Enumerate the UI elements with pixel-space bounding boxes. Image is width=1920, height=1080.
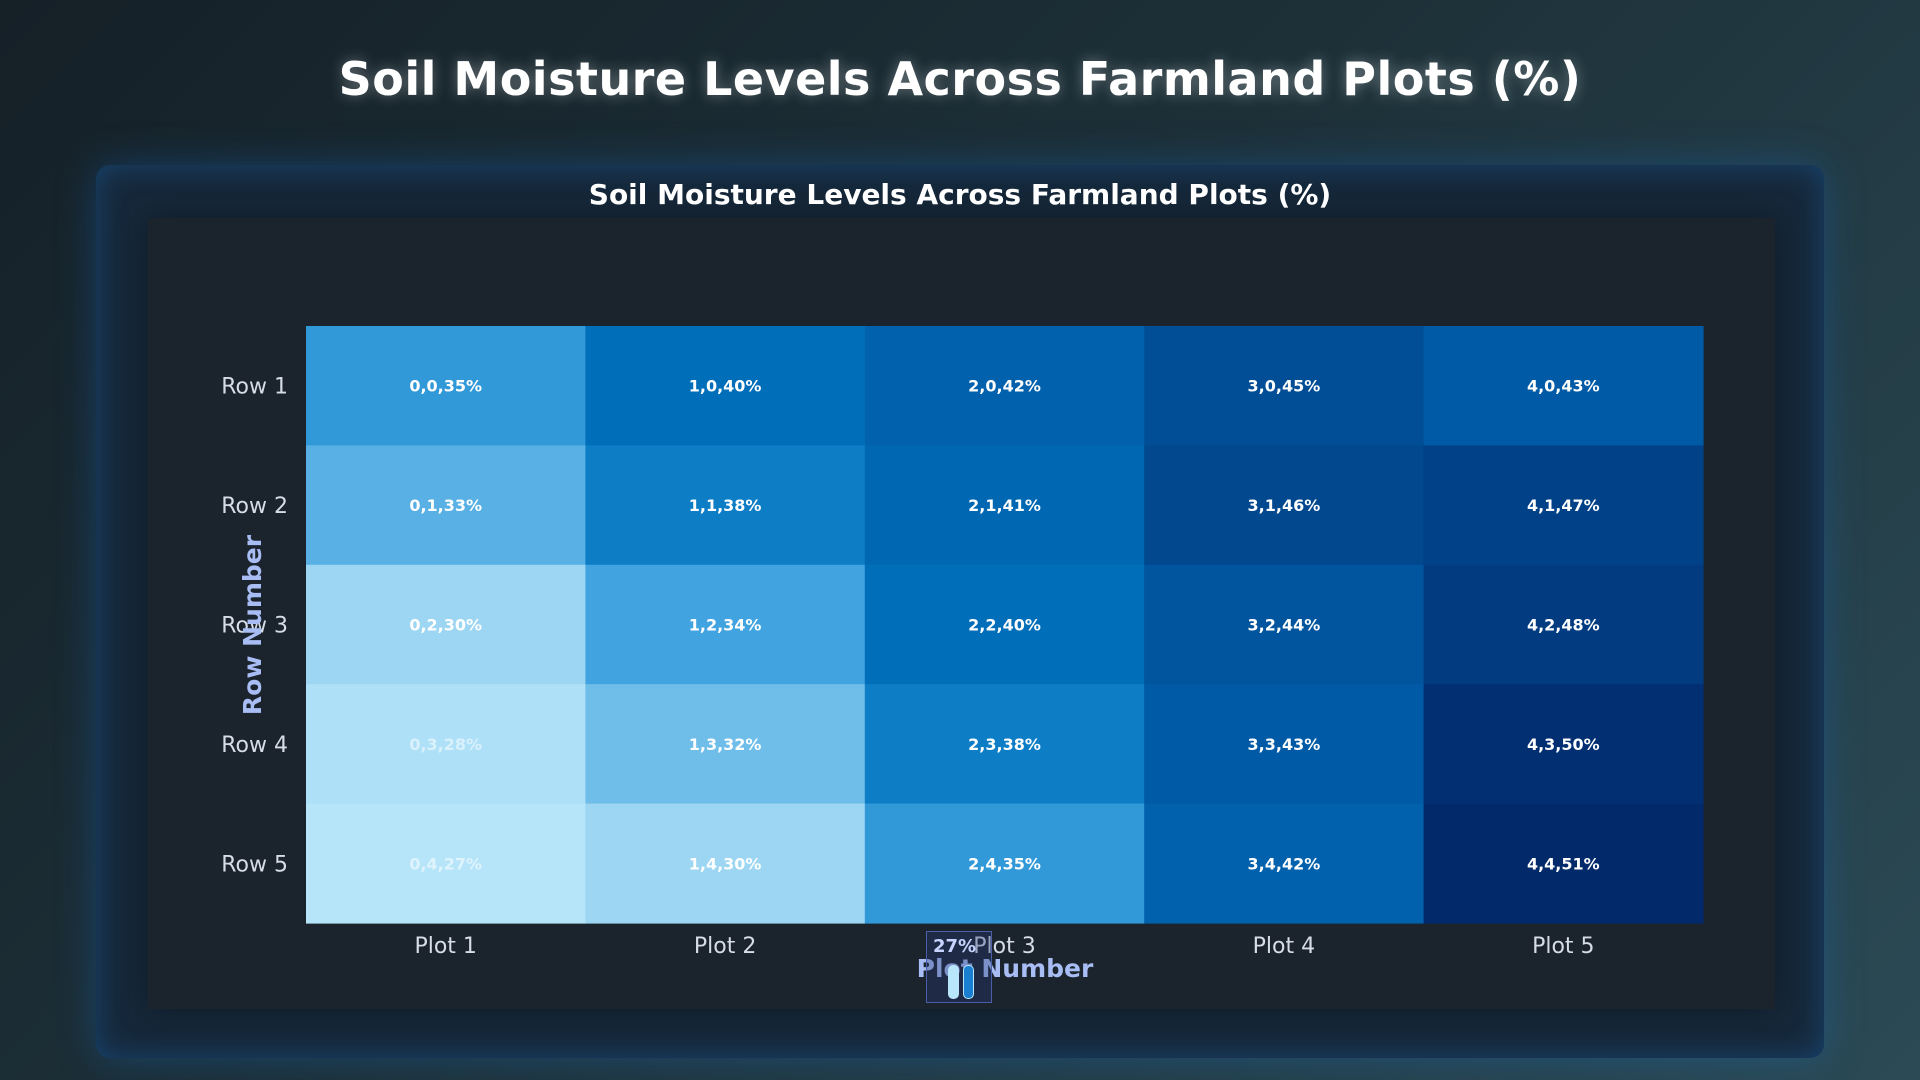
cell-label: 1,0,40% <box>689 377 762 396</box>
heatmap-cell <box>306 445 586 566</box>
y-axis-title: Row Number <box>238 534 267 715</box>
page-title: Soil Moisture Levels Across Farmland Plo… <box>338 52 1582 106</box>
heatmap-cell <box>864 684 1145 805</box>
cell-label: 2,2,40% <box>968 616 1041 635</box>
cell-label: 0,3,28% <box>409 735 482 754</box>
cell-label: 3,1,46% <box>1248 496 1321 515</box>
cell-label: 0,0,35% <box>409 377 482 396</box>
cell-label: 2,3,38% <box>968 735 1041 754</box>
legend-swatch-low <box>948 965 959 999</box>
heatmap-cell <box>1144 564 1425 685</box>
heatmap-cell <box>864 564 1145 685</box>
x-tick-label: Plot 1 <box>414 934 476 959</box>
heatmap-cell <box>1144 684 1425 805</box>
heatmap-cell <box>1423 445 1704 566</box>
heatmap-cell <box>864 326 1145 446</box>
y-tick-label: Row 3 <box>221 614 288 639</box>
heatmap-cell <box>585 684 866 805</box>
cell-label: 4,3,50% <box>1527 735 1600 754</box>
x-tick-label: Plot 2 <box>694 934 756 959</box>
heatmap-cell <box>585 326 866 446</box>
heatmap-cell <box>1423 326 1704 446</box>
cell-label: 0,4,27% <box>409 854 482 873</box>
x-axis-title: Plot Number <box>917 954 1094 983</box>
heatmap-cell <box>1423 684 1704 805</box>
heatmap-cell <box>1144 326 1425 446</box>
cell-label: 2,0,42% <box>968 377 1041 396</box>
heatmap-cell <box>585 564 866 685</box>
x-tick-label: Plot 4 <box>1253 934 1315 959</box>
x-tick-label: Plot 3 <box>973 934 1035 959</box>
legend-swatch-high <box>963 965 974 999</box>
cell-label: 3,2,44% <box>1248 616 1321 635</box>
cell-label: 3,3,43% <box>1248 735 1321 754</box>
cell-label: 0,1,33% <box>409 496 482 515</box>
cell-label: 4,4,51% <box>1527 854 1600 873</box>
y-tick-label: Row 1 <box>221 375 288 400</box>
heatmap-cell <box>864 445 1145 566</box>
y-tick-label: Row 2 <box>221 494 288 519</box>
cell-label: 4,0,43% <box>1527 377 1600 396</box>
color-legend[interactable]: 27% <box>926 931 992 1003</box>
legend-label: 27% <box>933 936 977 957</box>
chart-title: Soil Moisture Levels Across Farmland Plo… <box>589 178 1331 211</box>
heatmap-cell <box>864 803 1145 924</box>
x-tick-label: Plot 5 <box>1532 934 1594 959</box>
y-tick-label: Row 4 <box>221 733 288 758</box>
heatmap-cell <box>306 684 586 805</box>
heatmap-cell <box>306 326 586 446</box>
cell-label: 2,1,41% <box>968 496 1041 515</box>
cell-label: 3,4,42% <box>1248 854 1321 873</box>
cell-label: 1,3,32% <box>689 735 762 754</box>
heatmap-cell <box>1423 564 1704 685</box>
cell-label: 4,1,47% <box>1527 496 1600 515</box>
y-tick-label: Row 5 <box>221 852 288 877</box>
heatmap-cell <box>1423 803 1704 924</box>
cell-label: 1,4,30% <box>689 854 762 873</box>
heatmap-cell <box>1144 803 1425 924</box>
heatmap-cell <box>306 564 586 685</box>
cell-label: 1,2,34% <box>689 616 762 635</box>
cell-label: 2,4,35% <box>968 854 1041 873</box>
cell-label: 0,2,30% <box>409 616 482 635</box>
heatmap-cell <box>1144 445 1425 566</box>
cell-label: 4,2,48% <box>1527 616 1600 635</box>
cell-label: 3,0,45% <box>1248 377 1321 396</box>
heatmap-cell <box>585 803 866 924</box>
cell-label: 1,1,38% <box>689 496 762 515</box>
heatmap-cell <box>306 803 586 924</box>
heatmap-cell <box>585 445 866 566</box>
